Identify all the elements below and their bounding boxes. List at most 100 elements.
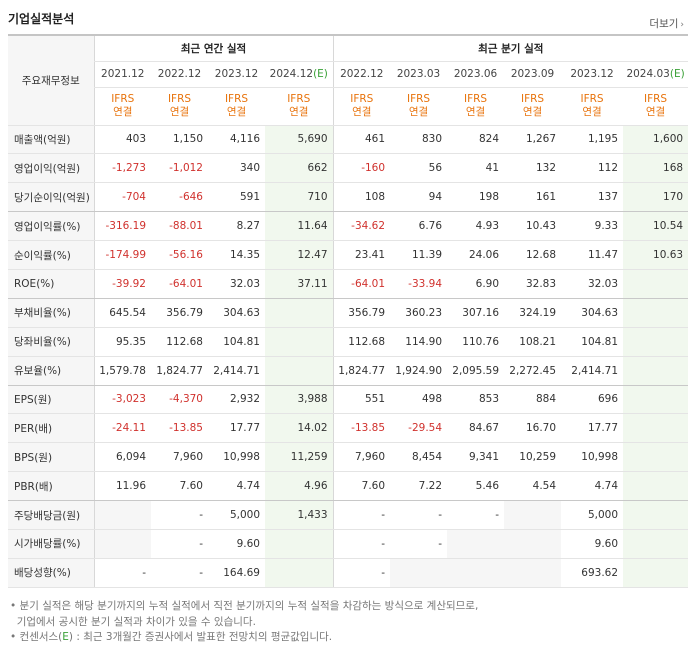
value-cell [623, 327, 689, 357]
value-cell: 10.54 [623, 211, 689, 242]
value-cell [623, 413, 689, 444]
period-header: 2023.09 [504, 61, 562, 88]
ifrs-label: IFRS 연결 [504, 87, 562, 126]
period-header: 2023.06 [447, 61, 505, 88]
value-cell: 304.63 [561, 298, 624, 328]
ifrs-label: IFRS 연결 [151, 87, 208, 126]
value-cell: - [93, 558, 151, 588]
value-cell: 340 [208, 153, 265, 184]
value-cell: -1,273 [93, 153, 151, 184]
row-label: PBR(배) [8, 471, 94, 502]
table-row: PER(배) -24.11 -13.85 17.77 14.02 -13.85 -29.54… [8, 413, 689, 444]
value-cell: - [332, 558, 391, 588]
value-cell: - [332, 529, 391, 559]
more-label: 더보기 [649, 18, 679, 30]
ifrs-label: IFRS 연결 [265, 87, 334, 126]
value-cell: 403 [93, 125, 151, 155]
value-cell: 10,259 [504, 442, 562, 473]
period-header: 2022.12 [151, 61, 208, 88]
value-cell: 551 [332, 385, 391, 415]
value-cell: 693.62 [561, 558, 624, 588]
value-cell: 4.54 [504, 471, 562, 502]
ifrs-label: IFRS 연결 [447, 87, 505, 126]
value-cell: 2,932 [208, 385, 265, 415]
corner-header: 주요재무정보 [8, 35, 94, 126]
table-row: 부채비율(%) 645.54 356.79 304.63 356.79 360.23 307… [8, 298, 689, 328]
value-cell: 1,924.90 [390, 356, 448, 386]
period-header: 2023.12 [208, 61, 265, 88]
table-row: 매출액(억원) 403 1,150 4,116 5,690 461 830 824 1,267 1… [8, 125, 689, 155]
value-cell: -4,370 [151, 385, 208, 415]
chevron-right-icon: › [680, 20, 684, 30]
value-cell: 9.60 [208, 529, 265, 559]
value-cell: 5,000 [561, 500, 624, 530]
value-cell: - [390, 500, 448, 530]
more-link[interactable]: 더보기 › [649, 16, 684, 31]
value-cell: 11.47 [561, 240, 624, 270]
value-cell [623, 356, 689, 386]
estimate-marker: (E) [669, 68, 685, 80]
value-cell: 307.16 [447, 298, 505, 328]
period-header: 2024.03(E) [623, 61, 689, 88]
value-cell: 104.81 [208, 327, 265, 357]
row-label: 영업이익(억원) [8, 153, 94, 184]
value-cell: 9.33 [561, 211, 624, 242]
value-cell: 10.43 [504, 211, 562, 242]
value-cell: 7.22 [390, 471, 448, 502]
value-cell: 10,998 [208, 442, 265, 473]
value-cell: 498 [390, 385, 448, 415]
value-cell: 356.79 [332, 298, 391, 328]
ifrs-label: IFRS 연결 [623, 87, 689, 126]
ifrs-label: IFRS 연결 [93, 87, 151, 126]
value-cell: -1,012 [151, 153, 208, 184]
value-cell: 360.23 [390, 298, 448, 328]
value-cell: 696 [561, 385, 624, 415]
row-label: 매출액(억원) [8, 125, 94, 155]
value-cell: 1,824.77 [151, 356, 208, 386]
value-cell: 110.76 [447, 327, 505, 357]
value-cell: 12.47 [265, 240, 334, 270]
value-cell: 114.90 [390, 327, 448, 357]
value-cell: 884 [504, 385, 562, 415]
value-cell: 9.60 [561, 529, 624, 559]
value-cell: - [151, 558, 208, 588]
value-cell: 6,094 [93, 442, 151, 473]
row-label: 순이익률(%) [8, 240, 94, 270]
value-cell: -64.01 [151, 269, 208, 299]
table-row: 유보율(%) 1,579.78 1,824.77 2,414.71 1,824.77 1,… [8, 356, 689, 386]
value-cell: 5,690 [265, 125, 334, 155]
table-row: ROE(%) -39.92 -64.01 32.03 37.11 -64.01 -33.94… [8, 269, 689, 299]
table-row: 당좌비율(%) 95.35 112.68 104.81 112.68 114.90 110.… [8, 327, 689, 357]
value-cell: 164.69 [208, 558, 265, 588]
value-cell [623, 442, 689, 473]
value-cell: 11,259 [265, 442, 334, 473]
value-cell: 5,000 [208, 500, 265, 530]
row-label: 유보율(%) [8, 356, 94, 386]
value-cell: 8.27 [208, 211, 265, 242]
value-cell: 4.93 [447, 211, 505, 242]
value-cell: 5.46 [447, 471, 505, 502]
value-cell: 95.35 [93, 327, 151, 357]
value-cell: 11.64 [265, 211, 334, 242]
value-cell: 137 [561, 182, 624, 213]
value-cell [93, 500, 151, 530]
row-label: 당기순이익(억원) [8, 182, 94, 213]
value-cell: 356.79 [151, 298, 208, 328]
row-label: EPS(원) [8, 385, 94, 415]
value-cell: 7.60 [151, 471, 208, 502]
value-cell: 198 [447, 182, 505, 213]
value-cell [93, 529, 151, 559]
footnotes: • 분기 실적은 해당 분기까지의 누적 실적에서 직전 분기까지의 누적 실적… [8, 599, 688, 646]
value-cell: - [151, 500, 208, 530]
value-cell: 12.68 [504, 240, 562, 270]
estimate-marker: (E) [313, 68, 328, 80]
value-cell: -174.99 [93, 240, 151, 270]
ifrs-label: IFRS 연결 [390, 87, 448, 126]
value-cell: 461 [332, 125, 391, 155]
row-label: 시가배당률(%) [8, 529, 94, 559]
table-row: 주당배당금(원) -5,000 1,433- - -5,000 [8, 500, 689, 530]
value-cell: 16.70 [504, 413, 562, 444]
financial-table: 주요재무정보 최근 연간 실적 최근 분기 실적 2021.12 2022.12 2… [8, 34, 689, 588]
value-cell: 1,195 [561, 125, 624, 155]
value-cell [504, 529, 562, 559]
